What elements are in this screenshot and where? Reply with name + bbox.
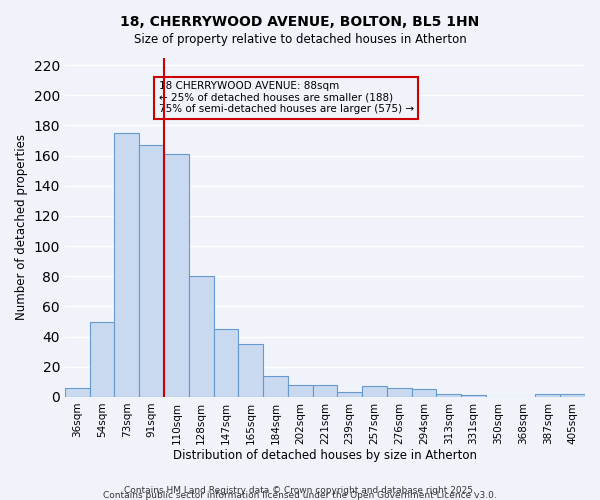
Bar — [436, 394, 461, 397]
Bar — [89, 322, 115, 397]
Text: Contains HM Land Registry data © Crown copyright and database right 2025.: Contains HM Land Registry data © Crown c… — [124, 486, 476, 495]
Bar — [115, 133, 139, 397]
Bar — [362, 386, 387, 397]
Bar — [263, 376, 288, 397]
Bar — [387, 388, 412, 397]
Bar — [139, 145, 164, 397]
Bar — [337, 392, 362, 397]
Bar — [65, 388, 89, 397]
Text: 18 CHERRYWOOD AVENUE: 88sqm
← 25% of detached houses are smaller (188)
75% of se: 18 CHERRYWOOD AVENUE: 88sqm ← 25% of det… — [158, 82, 413, 114]
Bar — [288, 385, 313, 397]
Bar — [214, 329, 238, 397]
Y-axis label: Number of detached properties: Number of detached properties — [15, 134, 28, 320]
Bar — [412, 390, 436, 397]
Bar — [560, 394, 585, 397]
Bar — [461, 396, 486, 397]
Text: Contains public sector information licensed under the Open Government Licence v3: Contains public sector information licen… — [103, 491, 497, 500]
Bar — [189, 276, 214, 397]
X-axis label: Distribution of detached houses by size in Atherton: Distribution of detached houses by size … — [173, 450, 477, 462]
Bar — [164, 154, 189, 397]
Text: 18, CHERRYWOOD AVENUE, BOLTON, BL5 1HN: 18, CHERRYWOOD AVENUE, BOLTON, BL5 1HN — [121, 15, 479, 29]
Bar — [313, 385, 337, 397]
Bar — [535, 394, 560, 397]
Bar — [238, 344, 263, 397]
Text: Size of property relative to detached houses in Atherton: Size of property relative to detached ho… — [134, 32, 466, 46]
